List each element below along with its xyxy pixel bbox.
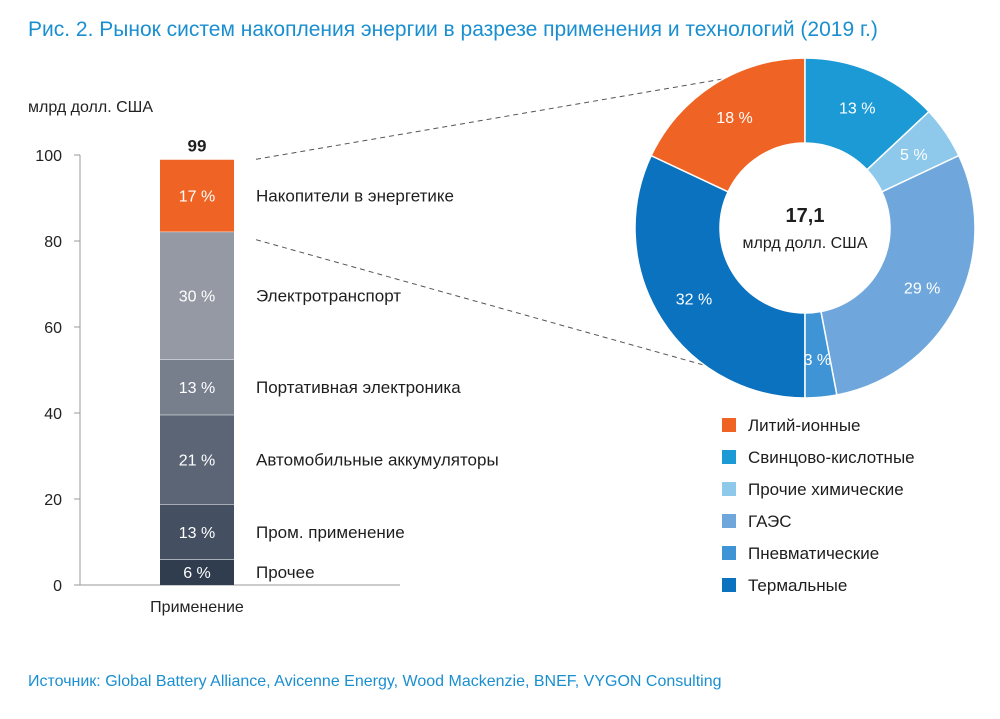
bar-axis: 0 20 40 60 80 100 Применение [35, 148, 400, 616]
y-tick-label: 100 [35, 148, 62, 165]
bar-segment-elektrotransport [160, 231, 234, 360]
legend-label: Пневматические [748, 544, 879, 563]
donut-slice-label: 18 % [716, 110, 752, 127]
donut-slice-label: 29 % [904, 281, 940, 298]
legend-label: Прочие химические [748, 480, 904, 499]
bar-segment-value: 13 % [179, 380, 215, 397]
bar-segment-value: 30 % [179, 289, 215, 306]
y-tick-label: 0 [53, 578, 62, 595]
bar-segment-portativnaya-elektronika [160, 359, 234, 415]
connector-lines [255, 69, 776, 386]
y-tick-label: 60 [44, 320, 62, 337]
legend-swatch [722, 482, 736, 496]
x-category-label: Применение [150, 599, 244, 616]
donut-center-unit: млрд долл. США [743, 235, 868, 252]
bar-segment-name: Электротранспорт [256, 287, 401, 306]
bar-segment-value: 21 % [179, 452, 215, 469]
y-tick-label: 20 [44, 492, 62, 509]
y-axis-label: млрд долл. США [28, 99, 153, 116]
legend-label: Литий-ионные [748, 416, 861, 435]
donut-slice-label: 3 % [804, 352, 832, 369]
source-note: Источник: Global Battery Alliance, Avice… [28, 673, 722, 690]
donut-slice-litiy-ionnye [650, 57, 806, 193]
y-tick-label: 40 [44, 406, 62, 423]
donut-slice-label: 5 % [900, 147, 928, 164]
bar-segment-name: Прочее [256, 563, 315, 582]
bar-segment-name: Пром. применение [256, 523, 405, 542]
bar-segment-value: 17 % [179, 188, 215, 205]
legend-swatch [722, 546, 736, 560]
donut-chart: 32 % 18 % 13 % 5 % 29 % 3 % [634, 57, 976, 399]
legend-label: ГАЭС [748, 512, 792, 531]
donut-slice-gaes [820, 154, 976, 396]
donut-slice-label: 13 % [839, 100, 875, 117]
bar-segment-name: Портативная электроника [256, 378, 461, 397]
bar-chart: 6 % Прочее 13 % Пром. применение 21 % Автомоб… [160, 136, 499, 585]
donut-slice-label: 32 % [676, 291, 712, 308]
legend-swatch [722, 450, 736, 464]
legend-swatch [722, 514, 736, 528]
bar-segment-name: Автомобильные аккумуляторы [256, 450, 499, 469]
donut-legend: Литий-ионные Свинцово-кислотные Прочие хим… [722, 416, 915, 595]
donut-slice-pnevmaticheskie [804, 310, 838, 399]
bar-total-label: 99 [188, 136, 207, 155]
legend-label: Термальные [748, 576, 847, 595]
y-tick-label: 80 [44, 234, 62, 251]
bar-segment-avtomobilnye-akkumulyatory [160, 414, 234, 505]
bar-segment-nakopiteli-v-energetike [160, 159, 234, 232]
legend-swatch [722, 418, 736, 432]
connector-line-top [255, 69, 776, 160]
bar-segment-prochee [160, 559, 234, 585]
bar-segment-value: 13 % [179, 525, 215, 542]
legend-label: Свинцово-кислотные [748, 448, 915, 467]
donut-center-value: 17,1 [786, 205, 825, 227]
figure-title: Рис. 2. Рынок систем накопления энергии … [28, 18, 878, 41]
bar-segment-name: Накопители в энергетике [256, 186, 454, 205]
bar-segment-value: 6 % [183, 565, 211, 582]
bar-segment-prom-primenenie [160, 504, 234, 560]
donut-slice-termalnye [634, 154, 806, 399]
legend-swatch [722, 578, 736, 592]
